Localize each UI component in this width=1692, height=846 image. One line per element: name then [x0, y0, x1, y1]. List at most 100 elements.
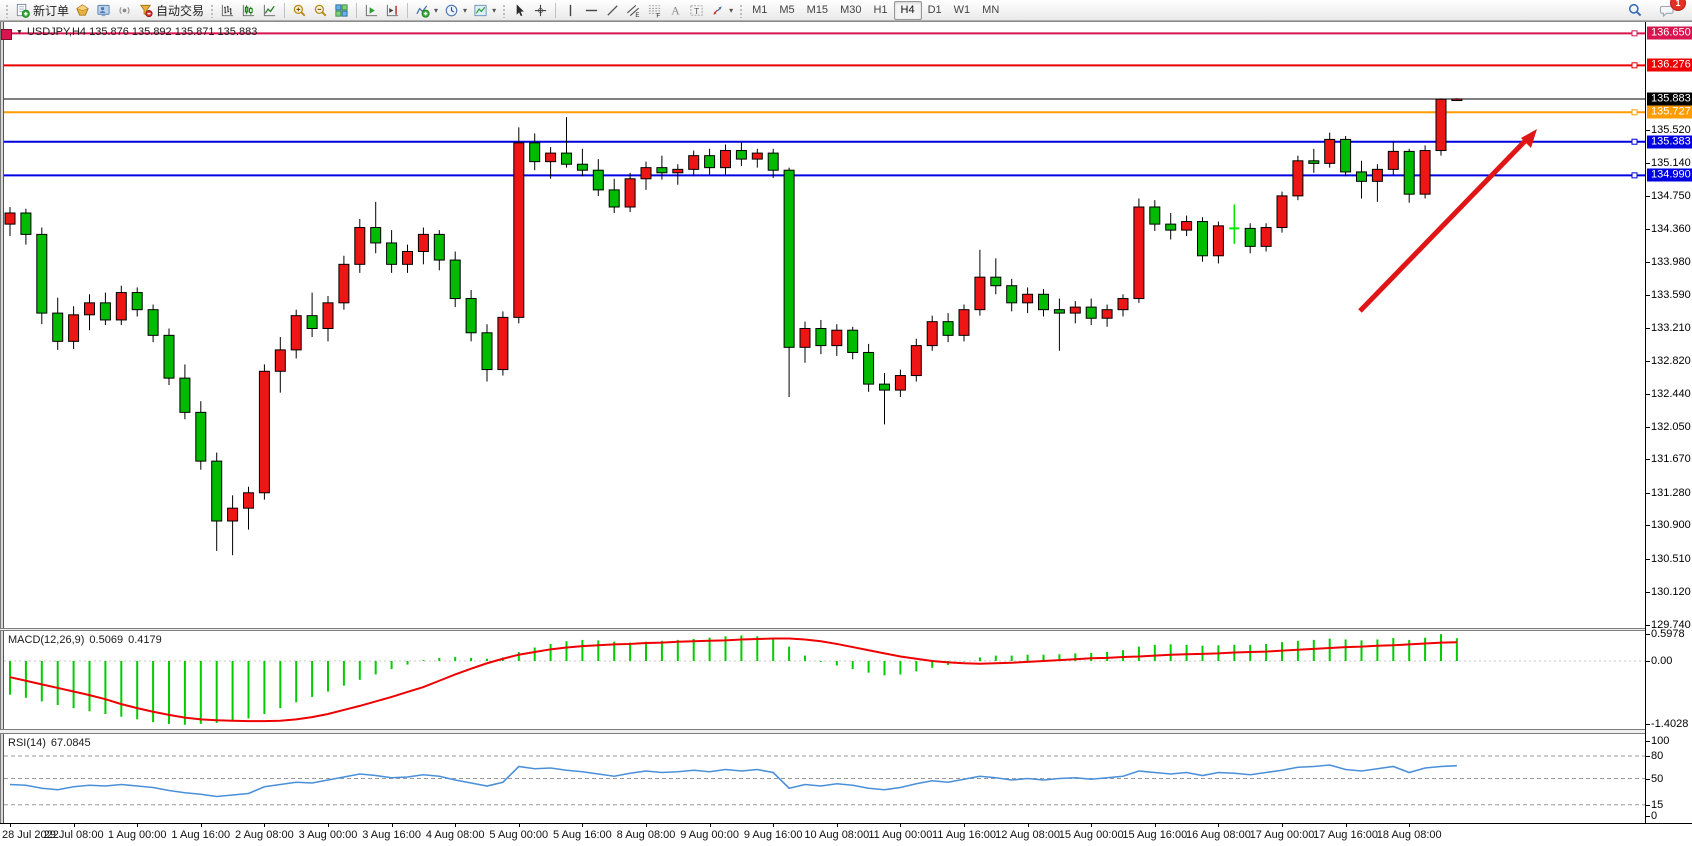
time-tick: [10, 824, 11, 827]
text-tool[interactable]: A: [665, 1, 686, 20]
time-tick: [1282, 824, 1283, 827]
time-tick: [964, 824, 965, 827]
time-tick: [264, 824, 266, 827]
chevron-down-icon: ▾: [729, 5, 734, 15]
time-label: 28 Jul 2022: [2, 829, 59, 841]
price-tick: 135.140: [1646, 156, 1691, 169]
price-tick: 134.360: [1646, 223, 1691, 236]
zoom-in-button[interactable]: [289, 1, 310, 20]
time-tick: [518, 824, 520, 827]
arrow-annotation[interactable]: [1358, 129, 1537, 313]
chart-line-icon: [262, 3, 277, 18]
indicators-icon: [415, 3, 430, 18]
time-label: 16 Aug 08:00: [1185, 829, 1251, 841]
new-order-button[interactable]: 新订单: [12, 1, 72, 20]
timeframe-m5[interactable]: M5: [779, 3, 795, 16]
indicators-button[interactable]: ▾: [412, 1, 441, 20]
chat-button[interactable]: 1: [1656, 0, 1686, 20]
rsi-axis-label: 15: [1645, 798, 1664, 811]
timeframe-m30[interactable]: M30: [840, 3, 862, 16]
price-badge: 136.276: [1647, 58, 1692, 72]
zoom-out-icon: [313, 3, 328, 18]
time-tick: [900, 824, 902, 827]
panel-splitter[interactable]: [0, 628, 1692, 631]
zoom-in-icon: [292, 3, 307, 18]
time-label: 15 Aug 16:00: [1122, 829, 1188, 841]
zoom-out-button[interactable]: [310, 1, 331, 20]
rsi-panel[interactable]: [4, 734, 1645, 823]
signals-icon: [117, 3, 132, 18]
timeframe-h1[interactable]: H1: [873, 3, 888, 16]
timeframe-m15[interactable]: M15: [806, 3, 829, 16]
new-order-button-label: 新订单: [33, 3, 70, 18]
autotrading-button[interactable]: 自动交易: [135, 1, 207, 20]
equidistant-channel-tool[interactable]: E: [623, 1, 644, 20]
macd-signal-line: [9, 637, 1457, 723]
arrows-tool[interactable]: ▾: [707, 1, 736, 20]
trendline-tool[interactable]: [602, 1, 623, 20]
price-badge: 135.883: [1647, 92, 1692, 106]
price-tick: 131.280: [1646, 486, 1691, 499]
time-tick: [328, 824, 329, 827]
price-tick: 133.590: [1646, 289, 1691, 302]
price-badge: 135.383: [1647, 135, 1692, 149]
vertical-line-tool[interactable]: [560, 1, 581, 20]
fibonacci-tool[interactable]: F: [644, 1, 665, 20]
search-button[interactable]: [1624, 1, 1646, 20]
macd-histogram: [9, 634, 1458, 725]
text-label-tool[interactable]: T: [686, 1, 707, 20]
time-label: 15 Aug 00:00: [1058, 829, 1124, 841]
new-chart-button[interactable]: [72, 1, 93, 20]
template-icon: [473, 3, 488, 18]
auto-scroll-button[interactable]: [361, 1, 382, 20]
arrows-icon: [710, 3, 725, 18]
rsi-axis-label: 50: [1645, 772, 1664, 785]
tile-windows-button[interactable]: [331, 1, 352, 20]
window-left-frame: [0, 22, 4, 846]
price-axis: 135.520 135.140 134.750 134.360 133.980 133.5…: [1645, 22, 1692, 823]
time-label: 9 Aug 16:00: [743, 829, 803, 841]
macd-panel[interactable]: [4, 631, 1645, 729]
horizontal-line-objects: [4, 30, 1645, 179]
new-order-icon: [15, 3, 30, 18]
chart-menu-caret-icon[interactable]: ▼: [16, 28, 23, 36]
cursor-tool-button[interactable]: [509, 1, 530, 20]
signals-button[interactable]: [114, 1, 135, 20]
bar-chart-button[interactable]: [217, 1, 238, 20]
toolbar-separator: [407, 2, 409, 18]
fibonacci-icon: F: [647, 3, 662, 18]
market-watch-button[interactable]: [93, 1, 114, 20]
templates-button[interactable]: ▾: [470, 1, 499, 20]
timeframe-h4[interactable]: H4: [893, 0, 922, 20]
macd-axis-label: 0.00: [1645, 655, 1673, 667]
time-tick: [1409, 824, 1411, 827]
price-tick: 130.510: [1646, 552, 1691, 565]
chart-shift-button[interactable]: [382, 1, 403, 20]
autotrading-icon: [138, 3, 153, 18]
time-label: 2 Aug 08:00: [235, 829, 294, 841]
chart-window[interactable]: ▼ USDJPY,H4 135.876 135.892 135.871 135.…: [0, 21, 1692, 846]
line-chart-button[interactable]: [259, 1, 280, 20]
timeframe-w1[interactable]: W1: [953, 3, 971, 16]
rsi-value: 67.0845: [50, 737, 91, 749]
timeframe-mn[interactable]: MN: [982, 3, 1000, 16]
candlestick-chart-button[interactable]: [238, 1, 259, 20]
market-watch-icon: [96, 3, 111, 18]
price-badge: 135.727: [1647, 105, 1692, 119]
gold-gem-icon: [75, 3, 90, 18]
timeframe-m1[interactable]: M1: [752, 3, 768, 16]
rsi-axis-label: 80: [1645, 750, 1664, 762]
timeframe-d1[interactable]: D1: [927, 3, 942, 16]
hline-anchor-marker[interactable]: [1, 29, 12, 40]
toolbar-right: 1: [1624, 0, 1692, 20]
horizontal-line-tool[interactable]: [581, 1, 602, 20]
price-badge: 134.990: [1647, 168, 1692, 182]
chevron-down-icon: ▾: [434, 5, 439, 15]
periods-button[interactable]: ▾: [441, 1, 470, 20]
macd-main-value: 0.5069: [89, 634, 124, 646]
panel-splitter[interactable]: [0, 729, 1692, 734]
text-icon: A: [668, 3, 683, 18]
autotrading-button-label: 自动交易: [156, 3, 205, 18]
main-price-chart[interactable]: [4, 22, 1645, 628]
crosshair-tool-button[interactable]: [530, 1, 551, 20]
